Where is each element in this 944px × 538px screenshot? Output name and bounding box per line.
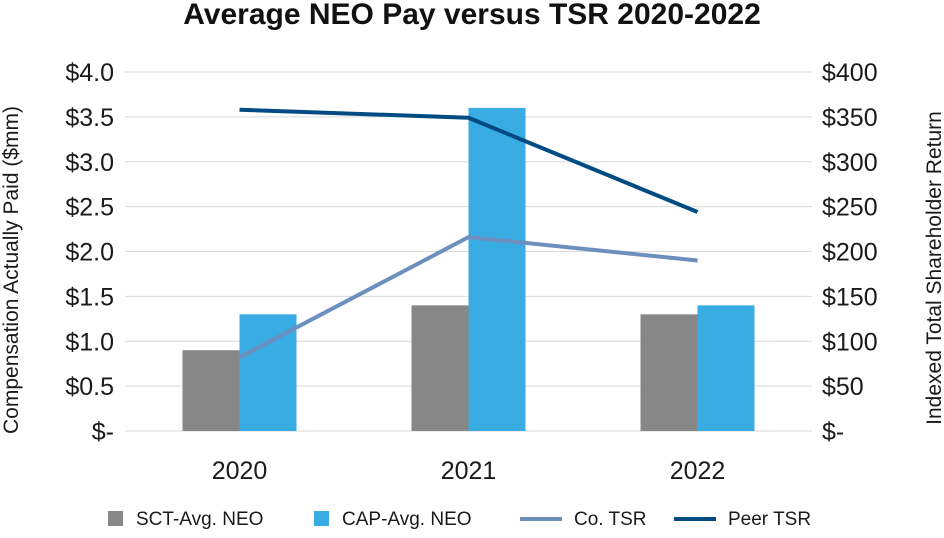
y-tick-right-label: $100	[822, 328, 878, 356]
y-tick-left-label: $0.5	[65, 373, 114, 401]
bar-cap-avg-neo	[468, 107, 526, 432]
bar-sct-avg-neo	[182, 350, 240, 431]
legend-item: Peer TSR	[674, 509, 811, 530]
legend-label: Peer TSR	[728, 509, 811, 530]
y-axis-right-label: Indexed Total Shareholder Return	[923, 111, 944, 425]
bar-cap-avg-neo	[697, 305, 755, 431]
y-axis-left-ticks: $- $0.5 $1.0 $1.5 $2.0 $2.5 $3.0 $3.5 $4.0	[65, 59, 114, 446]
legend-label: CAP-Avg. NEO	[342, 509, 472, 530]
legend-item: Co. TSR	[520, 509, 647, 530]
legend-swatch	[314, 511, 329, 526]
y-axis-left-label: Compensation Actually Paid ($mm)	[0, 106, 23, 434]
x-tick-label: 2022	[670, 457, 726, 485]
x-tick-label: 2020	[212, 457, 268, 485]
chart-title: Average NEO Pay versus TSR 2020-2022	[183, 0, 761, 31]
y-tick-right-label: $250	[822, 194, 878, 222]
y-tick-left-label: $2.0	[65, 239, 114, 267]
bars	[182, 107, 755, 432]
legend: SCT-Avg. NEO CAP-Avg. NEO Co. TSR Peer TSR	[108, 509, 811, 530]
line-co-tsr	[238, 235, 698, 360]
y-axis-right-ticks: $- $50 $100 $150 $200 $250 $300 $350 $400	[822, 59, 878, 446]
y-tick-right-label: $150	[822, 283, 878, 311]
y-tick-right-label: $300	[822, 149, 878, 177]
legend-item: SCT-Avg. NEO	[108, 509, 263, 530]
y-tick-left-label: $3.5	[65, 104, 114, 132]
y-tick-right-label: $200	[822, 239, 878, 267]
y-tick-right-label: $-	[822, 418, 844, 446]
x-tick-label: 2021	[441, 457, 497, 485]
legend-label: SCT-Avg. NEO	[136, 509, 263, 530]
y-tick-right-label: $50	[822, 373, 864, 401]
legend-swatch	[108, 511, 123, 526]
bar-sct-avg-neo	[640, 314, 698, 431]
y-tick-left-label: $4.0	[65, 59, 114, 87]
line-peer-tsr	[239, 107, 699, 214]
legend-label: Co. TSR	[574, 509, 647, 530]
y-tick-left-label: $2.5	[65, 194, 114, 222]
y-tick-left-label: $3.0	[65, 149, 114, 177]
y-tick-right-label: $350	[822, 104, 878, 132]
y-tick-right-label: $400	[822, 59, 878, 87]
x-axis-ticks: 2020 2021 2022	[212, 457, 726, 485]
bar-sct-avg-neo	[411, 305, 469, 431]
legend-item: CAP-Avg. NEO	[314, 509, 472, 530]
tsr-lines	[238, 107, 699, 360]
y-tick-left-label: $1.0	[65, 328, 114, 356]
y-tick-left-label: $1.5	[65, 283, 114, 311]
y-tick-left-label: $-	[92, 418, 114, 446]
